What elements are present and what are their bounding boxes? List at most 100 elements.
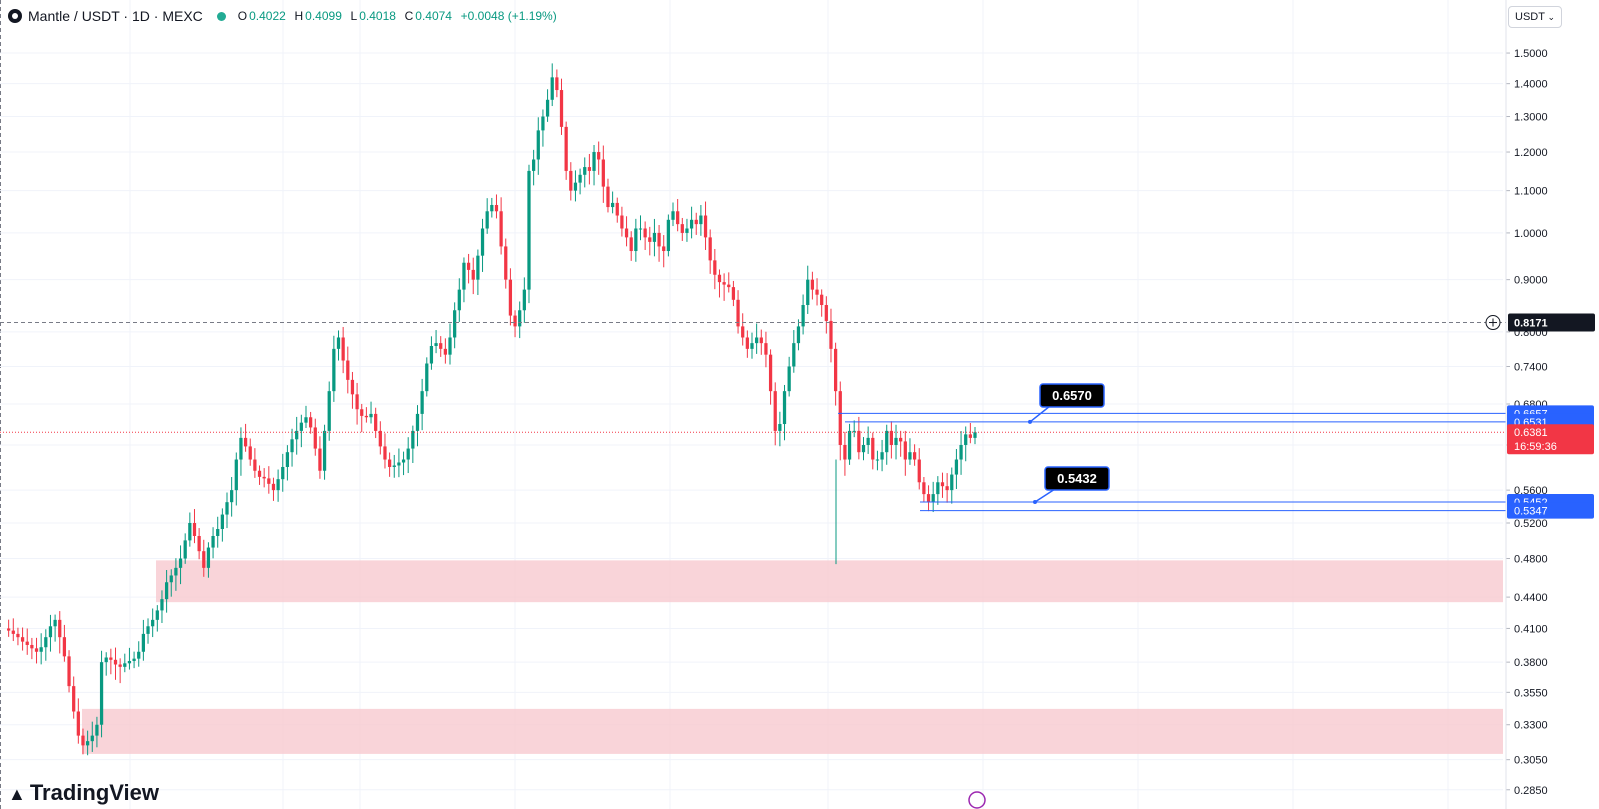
candle-body: [931, 494, 935, 503]
price-axis[interactable]: 1.5000 1.4000 1.3000 1.2000 1.1000 1.0000 0.90…: [1505, 0, 1595, 809]
candle-body: [555, 77, 559, 91]
demand-zone: [82, 708, 1503, 754]
low-label: L: [350, 9, 358, 23]
candle-body: [387, 459, 392, 467]
callout-box[interactable]: [1039, 383, 1105, 408]
candle-body: [90, 735, 94, 742]
event-marker-icon[interactable]: [968, 791, 986, 809]
candle-body: [81, 735, 85, 746]
callout-label: 0.6570: [1052, 388, 1092, 403]
y-tick-label: 0.3050: [1514, 755, 1548, 767]
candle-body: [796, 326, 801, 344]
candle-body: [699, 215, 703, 225]
candle-body: [313, 427, 317, 449]
candle-body: [476, 255, 480, 280]
symbol-title[interactable]: Mantle / USDT · 1D · MEXC: [28, 8, 203, 24]
candle-body: [7, 628, 11, 631]
candle-body: [899, 437, 903, 442]
y-tick-label: 0.3800: [1514, 657, 1548, 669]
candle-body: [118, 664, 122, 667]
candle-body: [536, 130, 540, 160]
candle-body: [550, 77, 554, 100]
candle-body: [211, 535, 215, 548]
candle-body: [160, 599, 164, 611]
countdown-label: 16:59:36: [1514, 441, 1557, 453]
ohlc-values: O 0.4022 H 0.4099 L 0.4018 C 0.4074 +0.0048 …: [238, 9, 559, 23]
candle-body: [648, 237, 652, 242]
callout-pointer: [1034, 488, 1056, 503]
y-tick-label: 1.0000: [1514, 228, 1548, 240]
y-tick-label: 1.1000: [1514, 186, 1548, 198]
candle-body: [541, 116, 545, 131]
candle-body: [820, 294, 824, 306]
candle-body: [569, 170, 573, 191]
candle-body: [545, 99, 550, 117]
candle-body: [39, 647, 43, 652]
candle-body: [736, 299, 740, 327]
candle-body: [401, 459, 406, 463]
candle-body: [267, 478, 271, 484]
low-value: 0.4018: [359, 9, 396, 23]
currency-value: USDT: [1515, 11, 1545, 23]
grid: [0, 0, 1503, 809]
candle-body: [564, 126, 568, 171]
high-value: 0.4099: [305, 9, 342, 23]
y-tick-label: 0.3550: [1514, 687, 1548, 699]
candle-body: [559, 90, 564, 127]
y-tick-label: 0.4800: [1514, 554, 1548, 566]
y-tick-label: 0.4100: [1514, 623, 1548, 635]
candle-body: [146, 626, 150, 634]
candle-body: [230, 490, 234, 503]
candle-body: [875, 459, 880, 461]
candle-body: [95, 724, 99, 736]
candle-body: [926, 494, 931, 503]
y-tick-label: 1.4000: [1514, 79, 1548, 91]
tradingview-logo[interactable]: ▲ TradingView: [8, 780, 159, 806]
candle-body: [606, 186, 610, 208]
candle-body: [392, 465, 396, 467]
candle-body: [34, 648, 39, 652]
candle-body: [912, 452, 917, 460]
brand-name: TradingView: [29, 780, 160, 805]
candle-body: [262, 476, 266, 479]
candle-body: [513, 315, 517, 327]
candle-body: [216, 529, 220, 536]
candle-body: [666, 219, 670, 252]
candle-body: [281, 466, 285, 480]
candle-body: [341, 337, 345, 361]
candle-body: [494, 204, 499, 212]
candle-body: [490, 204, 494, 212]
candle-body: [425, 363, 429, 392]
candle-body: [940, 482, 945, 487]
candle-body: [685, 228, 689, 233]
candle-body: [587, 167, 592, 171]
y-tick-label: 0.4400: [1514, 592, 1548, 604]
candle-body: [174, 567, 178, 576]
demand-zone: [156, 560, 1503, 603]
price-tag: [1507, 502, 1594, 519]
candle-body: [397, 462, 401, 466]
candle-body: [169, 575, 173, 583]
candle-body: [304, 417, 308, 423]
candle-body: [374, 413, 378, 431]
currency-selector[interactable]: USDT ⌄: [1508, 6, 1562, 28]
candle-body: [759, 337, 763, 344]
candle-body: [220, 514, 224, 530]
crosshair-price-label: 0.8171: [1514, 318, 1548, 330]
candle-body: [968, 434, 972, 438]
candle-body: [248, 446, 252, 460]
callout-box[interactable]: [1044, 466, 1110, 491]
candle-body: [806, 279, 810, 306]
candle-body: [504, 246, 508, 280]
candle-body: [945, 486, 949, 491]
candle-body: [954, 459, 959, 475]
candles: [7, 63, 977, 756]
candle-body: [638, 228, 643, 230]
chart-legend: Mantle / USDT · 1D · MEXC O 0.4022 H 0.409…: [8, 6, 559, 26]
candle-body: [908, 452, 912, 460]
candle-body: [676, 211, 680, 225]
callout-anchor: [1028, 419, 1032, 424]
candle-body: [20, 637, 25, 642]
